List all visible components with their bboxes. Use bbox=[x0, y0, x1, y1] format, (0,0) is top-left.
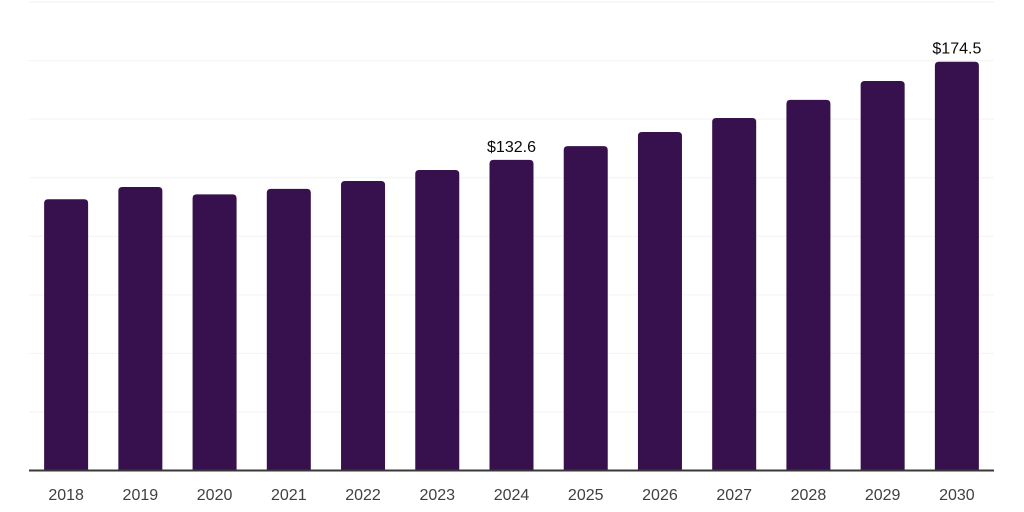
x-tick-label-2022: 2022 bbox=[345, 487, 381, 504]
x-tick-label-2026: 2026 bbox=[642, 487, 678, 504]
bar-2018 bbox=[44, 199, 89, 471]
bar-2020 bbox=[192, 194, 237, 471]
data-label-2030: $174.5 bbox=[932, 41, 981, 58]
x-tick-label-2018: 2018 bbox=[48, 487, 84, 504]
bar-2029 bbox=[860, 80, 905, 471]
x-tick-label-2020: 2020 bbox=[197, 487, 233, 504]
bar-2019 bbox=[118, 187, 163, 471]
x-tick-label-2023: 2023 bbox=[419, 487, 455, 504]
bar-2025 bbox=[563, 146, 608, 471]
x-tick-label-2030: 2030 bbox=[939, 487, 975, 504]
data-label-2024: $132.6 bbox=[487, 139, 536, 156]
bar-2024 bbox=[489, 159, 534, 471]
x-tick-label-2019: 2019 bbox=[123, 487, 159, 504]
x-tick-label-2028: 2028 bbox=[791, 487, 827, 504]
x-tick-label-2029: 2029 bbox=[865, 487, 901, 504]
bar-2023 bbox=[415, 169, 460, 471]
bar-2026 bbox=[637, 132, 682, 471]
bar-2021 bbox=[266, 188, 311, 471]
bar-2027 bbox=[712, 117, 757, 471]
x-tick-label-2027: 2027 bbox=[716, 487, 752, 504]
x-tick-label-2024: 2024 bbox=[494, 487, 530, 504]
x-tick-label-2025: 2025 bbox=[568, 487, 604, 504]
x-tick-label-2021: 2021 bbox=[271, 487, 307, 504]
bar-2028 bbox=[786, 99, 831, 471]
bar-2022 bbox=[341, 180, 386, 471]
bar-2030 bbox=[934, 61, 979, 471]
